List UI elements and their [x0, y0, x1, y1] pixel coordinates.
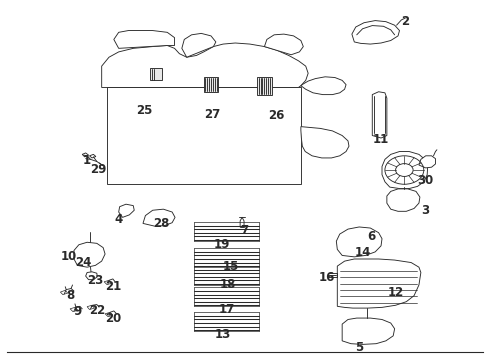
Text: 23: 23	[87, 274, 103, 287]
Text: 18: 18	[220, 279, 236, 292]
Polygon shape	[105, 312, 113, 317]
Polygon shape	[150, 68, 162, 80]
Text: 21: 21	[105, 280, 121, 293]
Text: 8: 8	[66, 289, 74, 302]
Polygon shape	[102, 43, 308, 87]
Polygon shape	[265, 34, 303, 55]
Text: 13: 13	[215, 328, 231, 341]
Text: 25: 25	[136, 104, 152, 117]
Polygon shape	[60, 290, 68, 294]
Polygon shape	[104, 280, 112, 285]
Text: 4: 4	[115, 213, 123, 226]
Text: 11: 11	[373, 132, 389, 145]
Text: 26: 26	[269, 109, 285, 122]
Polygon shape	[86, 272, 98, 280]
Polygon shape	[372, 92, 387, 138]
Polygon shape	[70, 307, 78, 312]
Polygon shape	[204, 77, 218, 92]
Polygon shape	[106, 87, 301, 184]
Text: 7: 7	[240, 224, 248, 237]
Polygon shape	[257, 77, 272, 95]
Text: 9: 9	[74, 305, 81, 318]
Polygon shape	[342, 318, 394, 345]
Polygon shape	[82, 153, 89, 157]
Text: 6: 6	[367, 230, 375, 243]
Polygon shape	[74, 242, 105, 267]
Polygon shape	[119, 204, 134, 217]
Text: 27: 27	[204, 108, 220, 121]
Text: 1: 1	[83, 154, 91, 167]
Text: 12: 12	[388, 285, 404, 298]
Text: 19: 19	[214, 238, 230, 251]
Text: 10: 10	[61, 250, 77, 263]
Text: 22: 22	[89, 305, 105, 318]
Text: 16: 16	[318, 271, 335, 284]
Polygon shape	[301, 127, 349, 158]
Polygon shape	[382, 152, 428, 189]
Text: 5: 5	[355, 341, 363, 355]
Polygon shape	[387, 189, 420, 211]
Text: 29: 29	[90, 163, 106, 176]
Polygon shape	[301, 77, 346, 95]
Text: 17: 17	[219, 303, 235, 316]
Text: 20: 20	[105, 312, 121, 325]
Text: 30: 30	[417, 174, 434, 186]
Polygon shape	[337, 259, 421, 308]
Polygon shape	[336, 227, 382, 257]
Text: 14: 14	[354, 247, 371, 260]
Text: 24: 24	[75, 256, 92, 269]
Polygon shape	[352, 21, 399, 44]
Polygon shape	[90, 154, 96, 158]
Text: 15: 15	[222, 260, 239, 273]
Polygon shape	[182, 33, 216, 57]
Polygon shape	[87, 305, 95, 310]
Polygon shape	[419, 156, 436, 168]
Polygon shape	[114, 31, 174, 48]
Text: 3: 3	[421, 204, 429, 217]
Text: 28: 28	[153, 217, 170, 230]
Polygon shape	[143, 209, 175, 226]
Text: 2: 2	[401, 15, 409, 28]
